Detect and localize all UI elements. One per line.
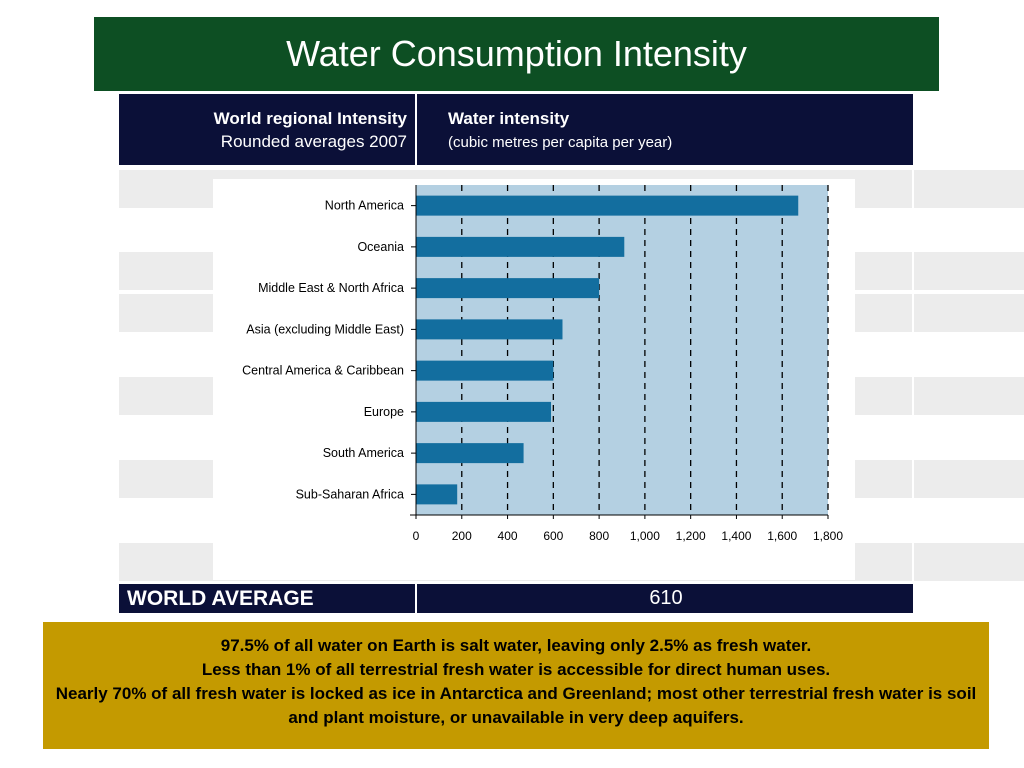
world-average-row: WORLD AVERAGE 610	[119, 584, 913, 613]
x-tick-label: 1,600	[767, 529, 797, 543]
fact-line: Less than 1% of all terrestrial fresh wa…	[201, 660, 831, 679]
x-tick-label: 200	[452, 529, 472, 543]
category-label: Asia (excluding Middle East)	[246, 322, 404, 336]
category-label: North America	[325, 199, 404, 213]
band-separator	[912, 294, 914, 332]
band-separator	[912, 460, 914, 498]
slide-title: Water Consumption Intensity	[286, 33, 747, 74]
category-label: Central America & Caribbean	[242, 364, 404, 378]
fact-line: 97.5% of all water on Earth is salt wate…	[220, 636, 812, 655]
facts-box: 97.5% of all water on Earth is salt wate…	[43, 622, 989, 749]
category-label: South America	[323, 446, 404, 460]
x-tick-label: 800	[589, 529, 609, 543]
bar	[416, 360, 554, 381]
band-separator	[912, 543, 914, 581]
header-right-subtitle: (cubic metres per capita per year)	[448, 134, 673, 151]
bar	[416, 401, 552, 422]
x-tick-label: 1,800	[813, 529, 843, 543]
band-separator	[912, 252, 914, 290]
bar	[416, 484, 458, 505]
x-tick-label: 0	[413, 529, 420, 543]
bar-chart: North America Oceania Middle East & North …	[213, 179, 855, 580]
bar	[416, 195, 799, 216]
plot-area	[416, 185, 828, 515]
fact-line: Nearly 70% of all fresh water is locked …	[55, 684, 977, 727]
band-separator	[912, 170, 914, 208]
header-left-title: World regional Intensity	[213, 109, 407, 128]
x-tick-label: 1,400	[721, 529, 751, 543]
bar	[416, 443, 524, 464]
x-tick-label: 600	[543, 529, 563, 543]
category-label: Oceania	[357, 240, 404, 254]
bar	[416, 278, 600, 299]
band-separator	[912, 377, 914, 415]
header-right-title: Water intensity	[448, 109, 570, 128]
header-left-subtitle: Rounded averages 2007	[220, 132, 407, 151]
x-tick-label: 1,200	[676, 529, 706, 543]
bar	[416, 319, 563, 340]
header-left-cell: World regional Intensity Rounded average…	[119, 94, 417, 165]
category-label: Europe	[364, 405, 404, 419]
world-average-value: 610	[649, 587, 683, 609]
category-label: Sub-Saharan Africa	[296, 487, 404, 501]
table-header: World regional Intensity Rounded average…	[119, 94, 913, 165]
category-label: Middle East & North Africa	[258, 281, 404, 295]
x-tick-label: 1,000	[630, 529, 660, 543]
title-bar: Water Consumption Intensity	[94, 17, 939, 91]
bar-chart-svg: North America Oceania Middle East & North …	[242, 185, 843, 543]
category-labels: North America Oceania Middle East & North …	[242, 199, 416, 501]
header-right-cell: Water intensity (cubic metres per capita…	[419, 94, 913, 165]
x-tick-labels: 0 200 400 600 800 1,000 1,200 1,400 1,600 1,800	[413, 515, 843, 543]
bar	[416, 236, 625, 257]
x-tick-label: 400	[498, 529, 518, 543]
world-average-label: WORLD AVERAGE	[119, 584, 417, 613]
bars	[416, 195, 799, 505]
